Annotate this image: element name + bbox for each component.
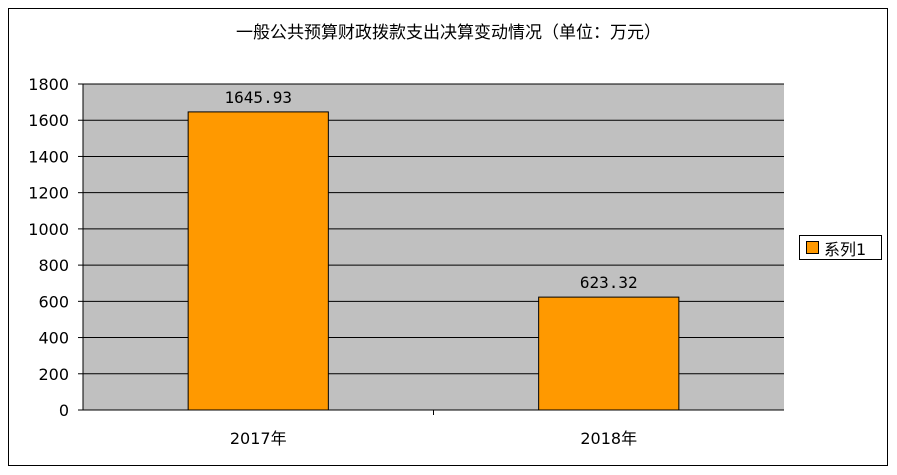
y-tick-label: 400 bbox=[38, 329, 69, 348]
legend: 系列1 bbox=[799, 235, 882, 260]
y-tick-label: 0 bbox=[59, 401, 69, 420]
chart-title: 一般公共预算财政拨款支出决算变动情况（单位：万元） bbox=[236, 23, 661, 43]
y-tick-label: 1000 bbox=[28, 220, 69, 239]
y-tick-label: 1200 bbox=[28, 184, 69, 203]
y-tick-label: 600 bbox=[38, 292, 69, 311]
legend-label: 系列1 bbox=[824, 239, 867, 259]
y-tick-label: 200 bbox=[38, 365, 69, 384]
data-label: 623.32 bbox=[580, 273, 638, 292]
bar bbox=[538, 296, 680, 411]
bar bbox=[187, 111, 329, 411]
x-tick-label: 2018年 bbox=[580, 429, 637, 448]
data-label: 1645.93 bbox=[225, 88, 292, 107]
legend-swatch bbox=[806, 241, 819, 254]
y-tick-label: 1400 bbox=[28, 147, 69, 166]
x-tick-label: 2017年 bbox=[230, 429, 287, 448]
y-tick-label: 1800 bbox=[28, 75, 69, 94]
y-tick-label: 1600 bbox=[28, 111, 69, 130]
y-tick-label: 800 bbox=[38, 256, 69, 275]
